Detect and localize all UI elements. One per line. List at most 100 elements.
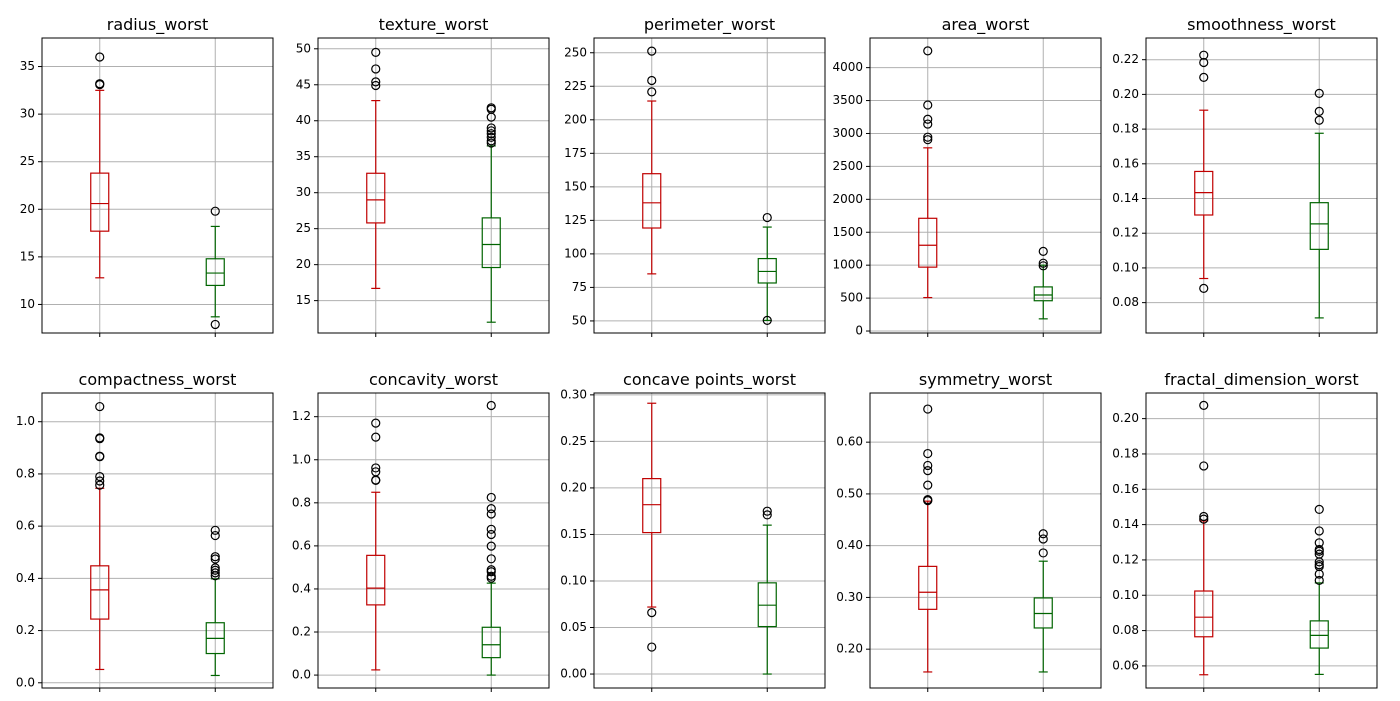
box-group-red: [1194, 50, 1214, 294]
iqr-box: [1194, 590, 1214, 638]
outlier-point: [647, 75, 657, 86]
outlier-point: [486, 509, 496, 519]
y-tick-label: 40: [296, 113, 311, 127]
y-tick-label: 0.60: [836, 435, 863, 449]
outlier-point: [1314, 526, 1324, 536]
outlier-point: [923, 460, 933, 471]
y-tick-label: 3000: [832, 126, 863, 140]
outlier-point: [95, 452, 105, 462]
outlier-point: [1038, 548, 1048, 558]
outlier-point: [210, 319, 220, 330]
iqr-box: [366, 172, 386, 224]
axes-frame: [593, 37, 826, 334]
box-group-red: [366, 418, 386, 671]
outlier-point: [371, 463, 381, 473]
y-tick-label: 0.0: [292, 668, 311, 682]
outlier-point: [923, 496, 933, 506]
outlier-point: [486, 529, 496, 540]
outlier-point: [647, 87, 657, 97]
y-tick-label: 0.08: [1112, 295, 1139, 309]
outlier-point: [647, 608, 657, 618]
y-tick-label: 0.08: [1112, 623, 1139, 637]
outlier-point: [1314, 575, 1324, 586]
y-tick-label: 2000: [832, 192, 863, 206]
y-tick-label: 15: [296, 293, 311, 307]
y-tick-label: 1.0: [16, 414, 35, 428]
y-tick-label: 0.30: [560, 387, 587, 401]
y-tick-label: 0.0: [16, 675, 35, 689]
outlier-point: [486, 123, 496, 133]
iqr-box: [366, 554, 386, 606]
iqr-box: [1309, 202, 1329, 250]
outlier-point: [95, 52, 105, 62]
outlier-point: [923, 480, 933, 490]
axes-frame: [41, 37, 274, 334]
axes-frame: [41, 392, 274, 689]
outlier-point: [486, 541, 496, 551]
iqr-box: [481, 626, 501, 659]
y-tick-label: 50: [296, 41, 311, 55]
outlier-point: [1314, 115, 1324, 125]
outlier-point: [210, 206, 220, 216]
iqr-box: [90, 172, 110, 232]
y-tick-label: 0.18: [1112, 122, 1139, 136]
outlier-point: [95, 471, 105, 482]
outlier-point: [1199, 511, 1209, 522]
outlier-point: [923, 135, 933, 145]
y-tick-label: 0.6: [16, 519, 35, 533]
y-tick-label: 0.2: [292, 625, 311, 639]
y-tick-label: 0.2: [16, 623, 35, 637]
outlier-point: [762, 506, 772, 516]
iqr-box: [1194, 170, 1214, 216]
outlier-point: [486, 132, 496, 142]
box-group-red: [918, 404, 938, 673]
box-group-green: [481, 400, 501, 676]
outlier-point: [486, 112, 496, 122]
boxplot-panel: area_worst 0 500 1000 1500 2000 2500 3000 3500 40…: [832, 15, 1102, 338]
y-tick-label: 150: [564, 179, 587, 193]
y-tick-label: 225: [564, 79, 587, 93]
panel-title: compactness_worst: [79, 370, 237, 390]
axes-frame: [317, 37, 550, 334]
outlier-point: [923, 46, 933, 56]
outlier-point: [923, 448, 933, 459]
y-tick-label: 25: [20, 154, 35, 168]
outlier-point: [1314, 546, 1324, 556]
outlier-point: [923, 404, 933, 414]
outlier-point: [1038, 261, 1048, 271]
boxplot-panel: symmetry_worst 0.20 0.30 0.40 0.50 0.60: [836, 370, 1102, 692]
outlier-point: [210, 530, 220, 541]
y-tick-label: 2500: [832, 159, 863, 173]
outlier-point: [1199, 514, 1209, 524]
y-tick-label: 0.18: [1112, 446, 1139, 460]
y-tick-label: 100: [564, 246, 587, 260]
outlier-point: [1199, 72, 1209, 82]
panel-title: texture_worst: [379, 15, 489, 35]
panel-title: perimeter_worst: [644, 15, 775, 35]
y-tick-label: 0.40: [836, 538, 863, 552]
outlier-point: [1199, 400, 1209, 410]
y-tick-label: 0.4: [292, 581, 311, 595]
y-tick-label: 0.12: [1112, 226, 1139, 240]
y-tick-label: 0.20: [1112, 87, 1139, 101]
y-tick-label: 35: [20, 59, 35, 73]
axes-frame: [869, 392, 1102, 689]
outlier-point: [1038, 258, 1048, 268]
y-tick-label: 0.8: [292, 495, 311, 509]
outlier-point: [95, 401, 105, 412]
outlier-point: [762, 315, 772, 325]
outlier-point: [1314, 504, 1324, 515]
box-group-green: [757, 212, 777, 325]
y-tick-label: 20: [296, 257, 311, 271]
box-group-green: [481, 103, 501, 323]
box-group-red: [1194, 400, 1214, 676]
y-tick-label: 0.10: [1112, 588, 1139, 602]
y-tick-label: 20: [20, 202, 35, 216]
outlier-point: [762, 212, 772, 223]
boxplot-panel: texture_worst 15 20 25 30 35 40 45 50: [296, 15, 550, 337]
outlier-point: [1199, 461, 1209, 471]
box-group-red: [90, 52, 110, 279]
iqr-box: [90, 565, 110, 620]
outlier-point: [486, 126, 496, 136]
